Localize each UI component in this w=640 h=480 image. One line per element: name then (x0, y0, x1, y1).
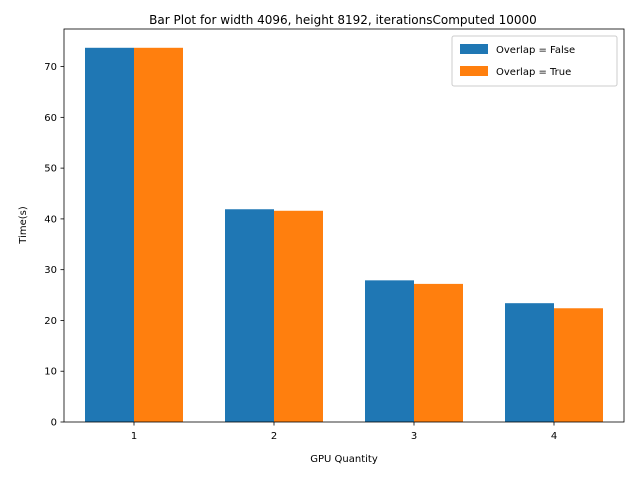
bar-series1-gpu-3 (365, 280, 414, 422)
bar-series2-gpu-3 (414, 283, 463, 422)
y-tick-label: 50 (44, 164, 57, 175)
y-tick-label: 0 (51, 418, 57, 429)
bar-series1-gpu-1 (85, 47, 134, 422)
x-tick-label: 1 (131, 431, 137, 442)
y-tick-label: 20 (44, 316, 57, 327)
legend-label: Overlap = True (496, 67, 571, 78)
x-tick-label: 3 (411, 431, 417, 442)
y-axis-label: Time(s) (18, 206, 29, 245)
plot-frame (63, 28, 625, 423)
legend-box (451, 35, 618, 87)
y-tick-label: 60 (44, 113, 57, 124)
x-tick-label: 4 (551, 431, 557, 442)
legend: Overlap = False Overlap = True (451, 35, 618, 87)
bar-series2-gpu-4 (554, 308, 603, 422)
x-axis-ticks: 1 2 3 4 (131, 422, 557, 442)
x-axis-label: GPU Quantity (310, 454, 378, 465)
bar-series2-gpu-1 (134, 47, 183, 422)
legend-swatch (460, 66, 488, 76)
bar-series1-gpu-2 (225, 209, 274, 422)
y-tick-label: 70 (44, 62, 57, 73)
y-axis-ticks: 0 10 20 30 40 50 60 70 (44, 62, 64, 429)
chart-title: Bar Plot for width 4096, height 8192, it… (149, 13, 537, 27)
bars-group (85, 47, 603, 422)
legend-label: Overlap = False (496, 45, 575, 56)
bar-series1-gpu-4 (505, 303, 554, 422)
legend-swatch (460, 44, 488, 54)
bar-series2-gpu-2 (274, 210, 323, 422)
y-tick-label: 10 (44, 367, 57, 378)
y-tick-label: 40 (44, 214, 57, 225)
x-tick-label: 2 (271, 431, 277, 442)
y-tick-label: 30 (44, 265, 57, 276)
